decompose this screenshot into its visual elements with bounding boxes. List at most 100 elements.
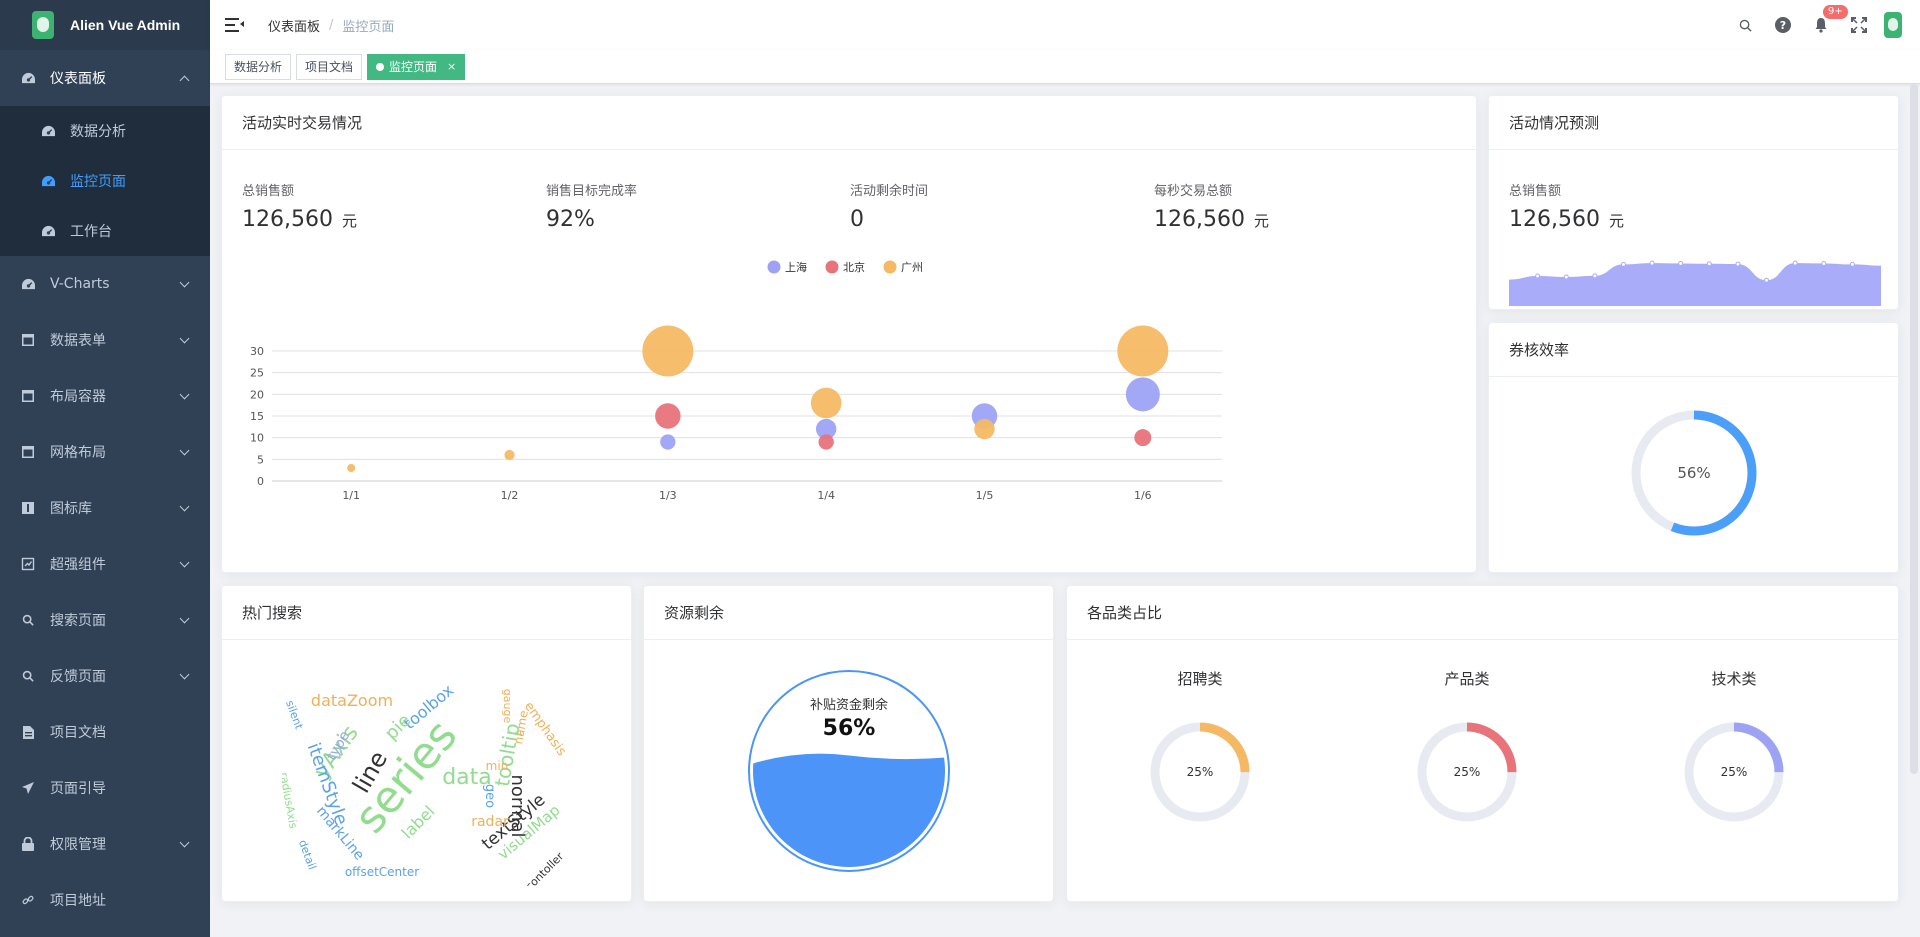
word-cloud-word[interactable]: min — [486, 759, 509, 773]
search-icon[interactable] — [1726, 0, 1764, 50]
bubble-point[interactable] — [810, 387, 842, 419]
sidebar-item-label: 反馈页面 — [50, 669, 106, 685]
area-point[interactable] — [1821, 260, 1827, 266]
area-point[interactable] — [1592, 273, 1598, 279]
sidebar-item-2[interactable]: 数据表单 — [0, 312, 210, 368]
ring-value-arc[interactable] — [1631, 410, 1757, 536]
search-icon — [20, 612, 36, 628]
legend-label[interactable]: 北京 — [843, 260, 865, 274]
word-cloud-word[interactable]: data — [442, 765, 492, 790]
word-cloud-word[interactable]: name — [511, 709, 531, 745]
area-point[interactable] — [1563, 274, 1569, 280]
help-icon[interactable]: ? — [1764, 0, 1802, 50]
word-cloud-word[interactable]: radar — [471, 814, 509, 830]
area-point[interactable] — [1535, 273, 1541, 279]
word-cloud-word[interactable]: silent — [283, 699, 306, 732]
hamburger-icon[interactable] — [225, 15, 245, 35]
efficiency-card: 券核效率 56% — [1488, 322, 1899, 573]
word-cloud-word[interactable]: normal — [507, 774, 528, 837]
word-cloud-word[interactable]: contoller — [523, 850, 567, 886]
bubble-point[interactable] — [347, 464, 356, 472]
search-icon — [20, 668, 36, 684]
logo[interactable]: Alien Vue Admin — [0, 0, 210, 50]
area-point[interactable] — [1678, 260, 1684, 266]
y-tick-label: 10 — [250, 432, 264, 445]
card-title: 券核效率 — [1489, 323, 1898, 377]
breadcrumb-item-dashboard[interactable]: 仪表面板 — [268, 19, 321, 35]
ring-value-arc[interactable] — [1684, 722, 1784, 822]
word-cloud-word[interactable]: offsetCenter — [345, 865, 419, 879]
close-icon[interactable]: × — [447, 60, 457, 73]
category-percent: 25% — [1186, 765, 1214, 779]
stat-per-second: 每秒交易总额 126,560 元 — [1154, 180, 1269, 232]
card-title: 资源剩余 — [644, 586, 1053, 640]
sidebar-item-4[interactable]: 网格布局 — [0, 424, 210, 480]
legend-label[interactable]: 上海 — [785, 260, 807, 274]
area-point[interactable] — [1849, 261, 1855, 267]
ring-value-arc[interactable] — [1150, 722, 1250, 822]
word-cloud-word[interactable]: geo — [482, 784, 497, 808]
sidebar-item-11[interactable]: 权限管理 — [0, 816, 210, 872]
sidebar-item-1[interactable]: V-Charts — [0, 256, 210, 312]
bubble-point[interactable] — [504, 449, 515, 461]
bell-icon[interactable]: 9+ — [1802, 0, 1848, 50]
sidebar-item-3[interactable]: 布局容器 — [0, 368, 210, 424]
sidebar-item-5[interactable]: 图标库 — [0, 480, 210, 536]
efficiency-ring-chart — [1631, 410, 1757, 536]
tag-project-docs[interactable]: 项目文档 — [296, 53, 363, 80]
word-cloud-word[interactable]: gauge — [501, 689, 514, 724]
sidebar-item-8[interactable]: 反馈页面 — [0, 648, 210, 704]
bubble-point[interactable] — [974, 418, 995, 440]
bubble-point[interactable] — [660, 434, 676, 450]
x-tick-label: 1/5 — [976, 489, 994, 502]
stat-value: 126,560 元 — [242, 207, 357, 232]
stat-value: 126,560 元 — [1154, 207, 1269, 232]
sidebar-item-0-children-0[interactable]: 数据分析 — [0, 106, 210, 156]
area-point[interactable] — [1649, 260, 1655, 266]
sidebar-item-12[interactable]: 项目地址 — [0, 872, 210, 928]
send-icon — [20, 780, 36, 796]
sidebar-item-9[interactable]: 项目文档 — [0, 704, 210, 760]
sidebar-item-6[interactable]: 超强组件 — [0, 536, 210, 592]
area-point[interactable] — [1735, 261, 1741, 267]
word-cloud-word[interactable]: emphasis — [521, 699, 569, 759]
tag-label: 项目文档 — [305, 60, 354, 74]
tag-data-analysis[interactable]: 数据分析 — [225, 53, 292, 80]
avatar[interactable] — [1884, 12, 1902, 38]
legend-swatch[interactable] — [883, 260, 897, 274]
ring-value-arc[interactable] — [1417, 722, 1517, 822]
page-scrollbar[interactable] — [1910, 84, 1918, 774]
bubble-point[interactable] — [1125, 377, 1160, 412]
sidebar-item-0[interactable]: 仪表面板 — [0, 50, 210, 106]
bubble-point[interactable] — [642, 325, 694, 377]
category-percent: 25% — [1720, 765, 1748, 779]
sidebar-item-0-children-1[interactable]: 监控页面 — [0, 156, 210, 206]
area-point[interactable] — [1792, 260, 1798, 266]
bubble-point[interactable] — [1117, 325, 1169, 377]
tag-monitor-page[interactable]: 监控页面 × — [367, 53, 466, 80]
sidebar-item-7[interactable]: 搜索页面 — [0, 592, 210, 648]
sidebar-item-10[interactable]: 页面引导 — [0, 760, 210, 816]
word-cloud-word[interactable]: detail — [296, 838, 319, 872]
area-point[interactable] — [1706, 261, 1712, 267]
bubble-point[interactable] — [1134, 429, 1152, 447]
stat-value: 126,560 元 — [1509, 207, 1624, 232]
document-icon — [20, 724, 36, 740]
legend-swatch[interactable] — [767, 260, 781, 274]
tag-label: 监控页面 — [389, 60, 438, 74]
legend-label[interactable]: 广州 — [901, 261, 923, 274]
fullscreen-icon[interactable] — [1840, 0, 1878, 50]
sidebar-item-0-children-2[interactable]: 工作台 — [0, 206, 210, 256]
forecast-card: 活动情况预测 总销售额 126,560 元 — [1488, 95, 1899, 310]
y-tick-label: 25 — [250, 367, 264, 380]
stat-label: 活动剩余时间 — [850, 184, 929, 199]
word-cloud-word[interactable]: dataZoom — [311, 691, 393, 710]
bubble-point[interactable] — [818, 434, 834, 450]
bubble-point[interactable] — [815, 418, 837, 440]
area-point[interactable] — [1620, 261, 1626, 267]
legend-swatch[interactable] — [825, 260, 839, 274]
area-point[interactable] — [1764, 277, 1770, 283]
word-cloud-word[interactable]: radiusAxis — [282, 771, 300, 829]
bubble-point[interactable] — [655, 403, 681, 429]
